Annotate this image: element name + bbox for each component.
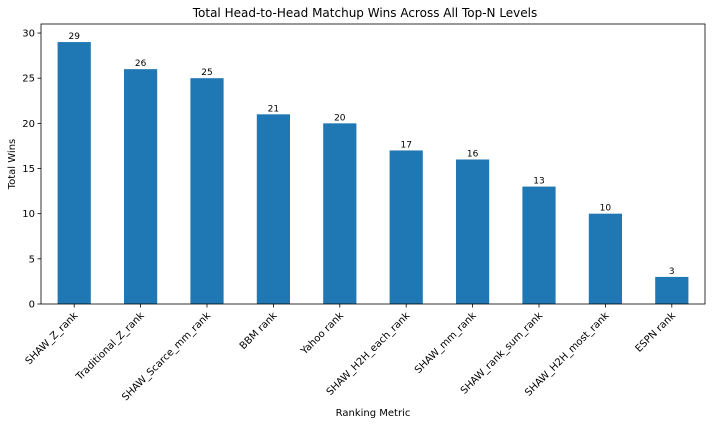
bar [389,150,423,304]
bar [655,276,689,304]
data-label: 16 [467,149,479,159]
data-label: 3 [669,267,675,277]
y-tick-label: 5 [29,254,35,265]
y-axis-label: Total Wins [7,139,18,191]
data-label: 26 [135,59,147,69]
y-tick-label: 25 [22,74,35,85]
data-label: 17 [400,140,411,150]
axes-frame [40,23,706,305]
data-labels-layer: 29 26 25 21 20 17 16 13 10 3 [68,32,674,277]
bar [124,69,158,305]
bar [456,159,490,304]
bar [588,213,622,304]
y-tick-label: 20 [22,119,35,130]
bars-layer [57,42,689,305]
bar [522,186,556,304]
y-tick-label: 30 [22,29,35,40]
data-label: 20 [334,113,346,123]
chart-title: Total Head-to-Head Matchup Wins Across A… [192,6,538,20]
y-axis: 0 5 10 15 20 25 30 [22,29,41,311]
y-tick-label: 10 [22,209,35,220]
data-label: 13 [533,177,544,187]
x-axis-label: Ranking Metric [336,408,411,419]
data-label: 25 [201,68,212,78]
bar [57,42,91,305]
bar [256,114,290,305]
data-label: 10 [600,204,612,214]
y-tick-label: 15 [22,164,35,175]
data-label: 21 [268,104,279,114]
plot-area: 29 26 25 21 20 17 16 13 10 3 [40,23,706,305]
bar [323,123,357,305]
y-tick-label: 0 [29,300,35,311]
bar [190,78,224,305]
data-label: 29 [68,32,80,42]
